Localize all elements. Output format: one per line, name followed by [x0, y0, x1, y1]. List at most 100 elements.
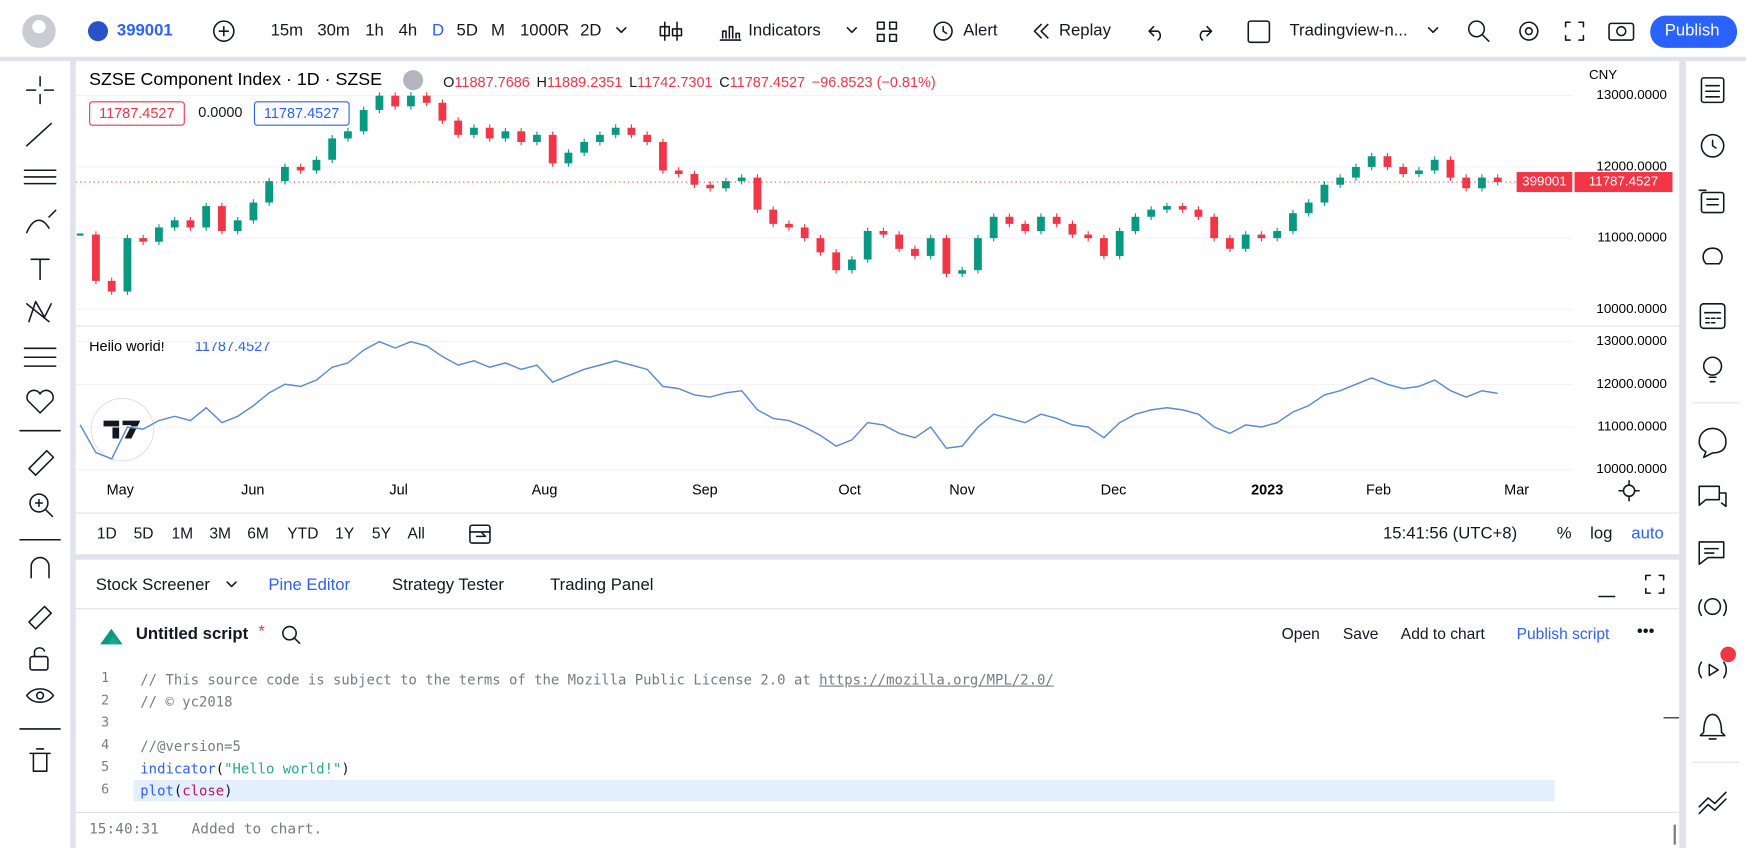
- publish-button[interactable]: Publish: [1664, 21, 1720, 41]
- candle: [1131, 216, 1140, 232]
- ohlc-key: O: [443, 73, 455, 91]
- script-action[interactable]: Save: [1342, 624, 1379, 643]
- candle: [1163, 206, 1171, 210]
- symbol-tag: 399001: [1522, 174, 1567, 189]
- interval[interactable]: 1h: [365, 21, 384, 41]
- candle: [1273, 231, 1282, 239]
- range-button[interactable]: 1D: [96, 524, 117, 542]
- left-toolbar: [0, 61, 71, 848]
- candle: [1037, 216, 1045, 232]
- chart-panel: [75, 61, 1680, 555]
- interval[interactable]: 4h: [398, 21, 418, 41]
- script-name[interactable]: Untitled script: [135, 624, 249, 644]
- candle: [627, 127, 636, 135]
- candle: [1320, 184, 1329, 203]
- last-price-box: [1574, 172, 1673, 193]
- range-button[interactable]: 3M: [209, 524, 232, 542]
- candle: [1021, 223, 1030, 232]
- candle: [422, 95, 431, 103]
- code-token: // This source code is subject to the te…: [140, 671, 820, 688]
- code-token: plot: [140, 782, 174, 800]
- date-range-icon[interactable]: [465, 521, 494, 548]
- line-number: 4: [101, 736, 110, 753]
- candle: [848, 259, 856, 271]
- candle: [139, 238, 148, 242]
- range-button[interactable]: 6M: [247, 524, 269, 542]
- range-button[interactable]: 1M: [171, 524, 194, 542]
- candle: [470, 127, 478, 135]
- candle: [312, 159, 321, 171]
- widget-icons: [1692, 77, 1740, 815]
- tv-logo[interactable]: [90, 397, 155, 462]
- alert-button[interactable]: Alert: [963, 21, 998, 41]
- x-tick-label: Aug: [532, 483, 558, 499]
- candle: [816, 238, 825, 253]
- indicator-value: 11787.4527: [195, 339, 270, 355]
- candle: [296, 166, 305, 171]
- panel-tab[interactable]: Pine Editor: [268, 575, 351, 595]
- interval[interactable]: 30m: [317, 21, 350, 41]
- candle: [1005, 216, 1014, 224]
- candle: [1383, 156, 1392, 167]
- interval[interactable]: 15m: [270, 21, 304, 41]
- candle: [1194, 209, 1203, 217]
- currency[interactable]: CNY: [1589, 67, 1617, 82]
- candle: [233, 220, 242, 232]
- percent-toggle[interactable]: %: [1556, 524, 1572, 544]
- script-action[interactable]: Open: [1281, 624, 1320, 643]
- candle: [1446, 159, 1455, 178]
- code-line: plot(close): [140, 781, 232, 801]
- candle: [674, 170, 683, 175]
- code-token: ): [224, 782, 233, 800]
- interval[interactable]: 1000R: [520, 21, 570, 41]
- indicators-button[interactable]: Indicators: [748, 21, 821, 41]
- interval[interactable]: M: [491, 21, 505, 41]
- panel-tab[interactable]: Strategy Tester: [391, 575, 504, 595]
- panel-tab[interactable]: Trading Panel: [550, 575, 654, 595]
- interval[interactable]: 5D: [456, 21, 478, 41]
- panel-tab[interactable]: Stock Screener: [95, 575, 210, 595]
- candle: [1100, 238, 1108, 256]
- candle: [1399, 166, 1408, 175]
- candle: [218, 206, 226, 232]
- candle: [564, 152, 573, 164]
- panel-icons: [75, 574, 1680, 845]
- layout-name[interactable]: Tradingview-n...: [1289, 21, 1408, 41]
- chart-title: SZSE Component Index · 1D · SZSE: [89, 69, 382, 89]
- candle: [958, 270, 967, 274]
- interval[interactable]: 2D: [580, 21, 602, 41]
- candle: [1289, 213, 1297, 232]
- line-number: 3: [101, 714, 110, 731]
- more-button[interactable]: •••: [1636, 622, 1655, 642]
- y-tick-label: 12000.0000: [1596, 158, 1667, 173]
- symbol[interactable]: 399001: [116, 21, 173, 41]
- log-toggle[interactable]: log: [1590, 524, 1613, 544]
- x-tick-label: Dec: [1101, 483, 1127, 499]
- candle: [753, 177, 762, 210]
- last-price-label: 11787.4527: [1589, 174, 1659, 189]
- range-button[interactable]: All: [407, 524, 425, 542]
- candle: [659, 141, 667, 171]
- candle: [548, 134, 557, 164]
- candle: [1352, 166, 1360, 178]
- script-action[interactable]: Publish script: [1516, 624, 1610, 643]
- script-action[interactable]: Add to chart: [1400, 624, 1485, 643]
- ohlc-change: −96.8523 (−0.81%): [811, 73, 936, 91]
- range-button[interactable]: YTD: [287, 524, 319, 542]
- candle: [92, 234, 100, 281]
- replay-button[interactable]: Replay: [1058, 21, 1111, 41]
- candle: [911, 248, 919, 256]
- auto-toggle[interactable]: auto: [1631, 524, 1664, 544]
- ohlc-legend: O11887.7686 H11889.2351 L11742.7301 C11787.…: [443, 72, 936, 92]
- range-button[interactable]: 5Y: [371, 524, 391, 542]
- candle: [155, 227, 163, 242]
- candle: [1147, 209, 1156, 217]
- candle: [596, 134, 604, 142]
- interval[interactable]: D: [432, 21, 445, 41]
- candle: [879, 231, 888, 235]
- candle: [76, 233, 84, 236]
- range-button[interactable]: 5D: [133, 524, 154, 542]
- collapse-button[interactable]: [403, 70, 424, 91]
- drawing-tools: [19, 76, 61, 772]
- range-button[interactable]: 1Y: [335, 524, 355, 542]
